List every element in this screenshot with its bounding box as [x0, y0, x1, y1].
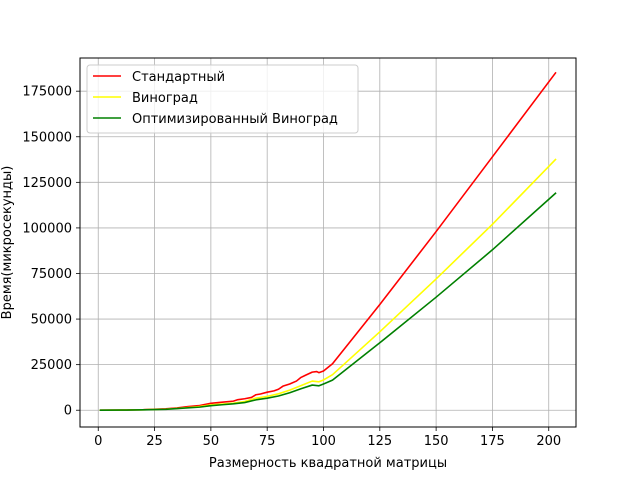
y-tick-label: 175000	[22, 85, 72, 100]
legend-label-optimized-winograd: Оптимизированный Виноград	[132, 112, 338, 127]
x-tick-label: 50	[203, 434, 220, 449]
y-tick-label: 75000	[31, 267, 72, 282]
x-tick-label: 200	[536, 434, 561, 449]
y-tick-label: 25000	[31, 358, 72, 373]
y-tick-label: 100000	[22, 221, 72, 236]
legend-label-winograd: Виноград	[132, 91, 198, 106]
legend: Стандартный Виноград Оптимизированный Ви…	[87, 65, 358, 133]
x-tick-label: 25	[146, 434, 163, 449]
y-tick-label: 50000	[31, 313, 72, 328]
x-tick-label: 150	[424, 434, 449, 449]
x-tick-label: 75	[259, 434, 276, 449]
legend-label-standard: Стандартный	[132, 70, 225, 85]
y-tick-label: 150000	[22, 130, 72, 145]
y-tick-label: 0	[64, 404, 72, 419]
x-tick-label: 100	[311, 434, 336, 449]
y-axis-label: Время(микросекунды)	[0, 166, 15, 320]
x-tick-label: 125	[367, 434, 392, 449]
y-tick-label: 125000	[22, 176, 72, 191]
x-axis-label: Размерность квадратной матрицы	[209, 456, 447, 471]
x-tick-label: 0	[94, 434, 102, 449]
x-tick-label: 175	[480, 434, 505, 449]
